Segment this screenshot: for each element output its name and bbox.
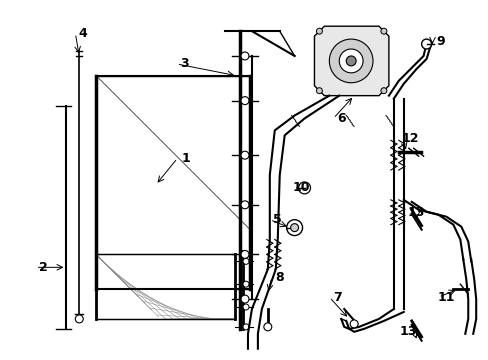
Circle shape [243, 258, 248, 264]
Circle shape [328, 39, 372, 83]
Text: 5: 5 [273, 213, 282, 226]
Circle shape [421, 39, 431, 49]
Polygon shape [314, 26, 388, 96]
Circle shape [316, 88, 322, 94]
Circle shape [380, 28, 386, 34]
Text: 9: 9 [435, 35, 444, 48]
Circle shape [241, 201, 248, 209]
Text: 13: 13 [399, 325, 417, 338]
Text: 7: 7 [332, 291, 341, 303]
Circle shape [380, 88, 386, 94]
Circle shape [241, 295, 248, 303]
Text: 13: 13 [407, 206, 425, 219]
Polygon shape [96, 255, 235, 319]
Circle shape [286, 220, 302, 235]
Circle shape [241, 96, 248, 105]
Circle shape [290, 224, 298, 231]
Circle shape [264, 323, 271, 331]
Circle shape [243, 281, 248, 287]
Text: 3: 3 [180, 57, 188, 71]
Text: 4: 4 [79, 27, 87, 40]
Text: 10: 10 [292, 181, 310, 194]
Circle shape [298, 182, 310, 194]
Circle shape [349, 320, 357, 328]
Circle shape [241, 251, 248, 258]
Circle shape [241, 151, 248, 159]
Polygon shape [96, 76, 249, 289]
Circle shape [339, 49, 362, 73]
Circle shape [346, 56, 355, 66]
Text: 11: 11 [437, 291, 454, 303]
Text: 2: 2 [39, 261, 48, 274]
Text: 8: 8 [275, 271, 284, 284]
Text: 6: 6 [336, 112, 345, 125]
Circle shape [243, 324, 248, 330]
Text: 1: 1 [181, 152, 189, 165]
Circle shape [243, 304, 248, 310]
Text: 12: 12 [401, 132, 419, 145]
Circle shape [241, 52, 248, 60]
Circle shape [316, 28, 322, 34]
Circle shape [75, 315, 83, 323]
